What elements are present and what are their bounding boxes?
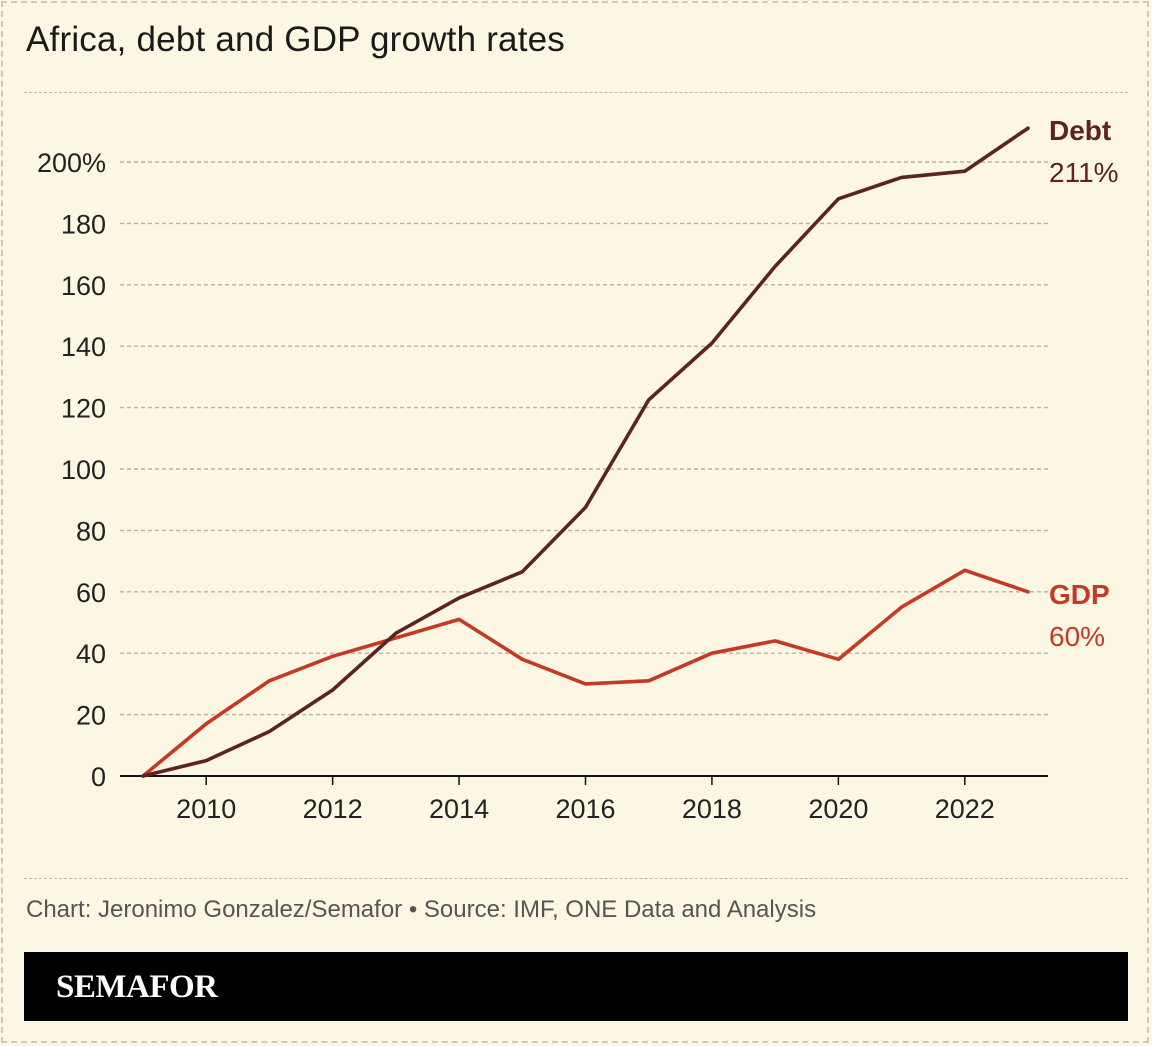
series-end-value-debt: 211% [1049, 157, 1119, 188]
y-tick-label: 80 [76, 516, 106, 546]
x-tick-label: 2010 [176, 794, 236, 824]
x-tick-label: 2020 [808, 794, 868, 824]
series-lines [141, 126, 1030, 778]
x-tick-label: 2022 [935, 794, 995, 824]
title-divider [24, 92, 1128, 93]
series-end-value-gdp: 60% [1049, 621, 1105, 652]
grid-lines [120, 161, 1048, 716]
y-axis-ticks: 0 20 40 60 80 100 120 140 160 180 200% [37, 148, 106, 792]
series-name-gdp: GDP [1049, 579, 1110, 610]
y-tick-label: 60 [76, 578, 106, 608]
y-tick-label: 200% [37, 148, 106, 178]
x-tick-label: 2012 [303, 794, 363, 824]
x-axis-ticks: 2010 2012 2014 2016 2018 2020 2022 [176, 776, 995, 824]
x-tick-label: 2018 [682, 794, 742, 824]
semafor-logo: SEMAFOR [56, 969, 218, 1005]
series-end-labels: Debt 211% GDP 60% [1049, 115, 1119, 652]
y-tick-label: 140 [61, 332, 106, 362]
y-tick-label: 160 [61, 271, 106, 301]
series-line-debt [141, 126, 1030, 778]
source-divider [24, 878, 1128, 879]
y-tick-label: 40 [76, 639, 106, 669]
source-note: Chart: Jeronimo Gonzalez/Semafor • Sourc… [26, 896, 817, 923]
y-tick-label: 20 [76, 701, 106, 731]
series-name-debt: Debt [1049, 115, 1111, 146]
y-tick-label: 180 [61, 209, 106, 239]
y-tick-label: 120 [61, 394, 106, 424]
x-tick-label: 2014 [429, 794, 489, 824]
x-tick-label: 2016 [555, 794, 615, 824]
y-tick-label: 100 [61, 455, 106, 485]
brand-bar: SEMAFOR [24, 952, 1128, 1021]
y-tick-label: 0 [91, 762, 106, 792]
series-line-gdp [141, 568, 1030, 778]
chart-title: Africa, debt and GDP growth rates [26, 20, 565, 59]
